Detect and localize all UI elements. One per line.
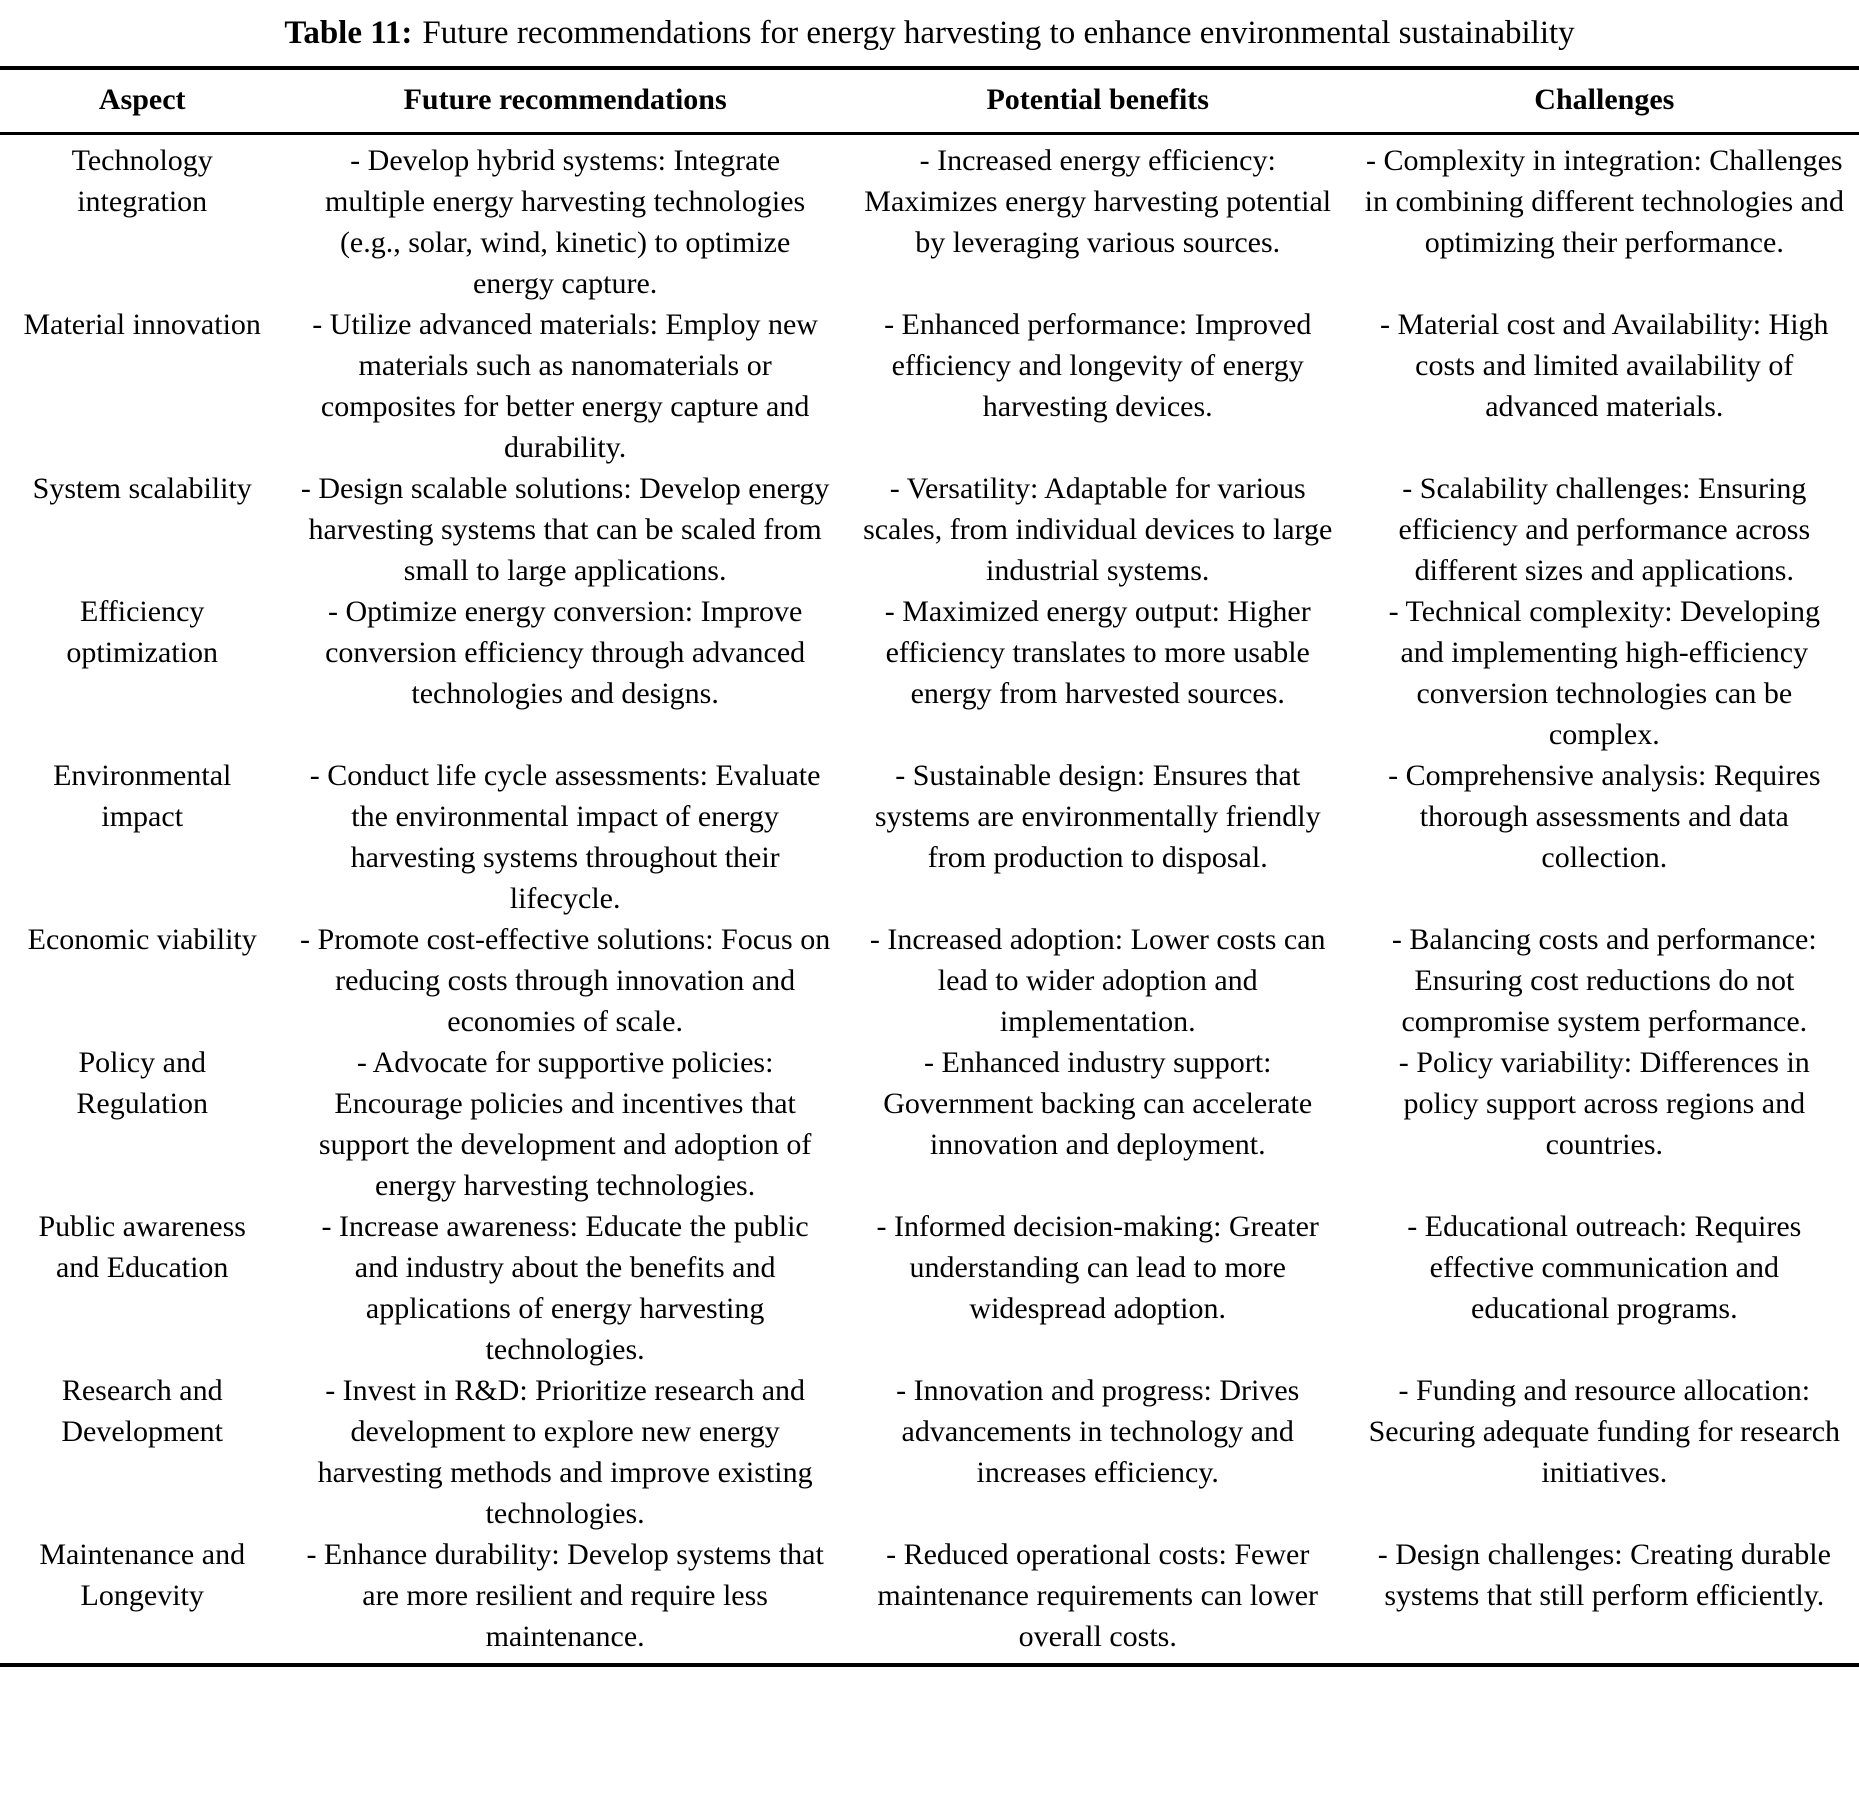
cell-benefits: - Versatility: Adaptable for various sca… — [863, 471, 1333, 587]
cell-aspect: System scalability — [32, 471, 252, 505]
table-row: Maintenance and Longevity - Enhance dura… — [0, 1534, 1859, 1665]
cell-aspect: Public awareness and Education — [38, 1209, 246, 1284]
cell-recommendations: - Invest in R&D: Prioritize research and… — [317, 1373, 813, 1530]
cell-benefits: - Informed decision-making: Greater unde… — [876, 1209, 1319, 1325]
cell-aspect: Technology integration — [71, 143, 213, 218]
recommendations-table: Aspect Future recommendations Potential … — [0, 65, 1859, 1667]
cell-benefits: - Reduced operational costs: Fewer maint… — [877, 1537, 1319, 1653]
cell-aspect: Maintenance and Longevity — [39, 1537, 246, 1612]
table-caption: Table 11: Future recommendations for ener… — [0, 0, 1859, 66]
table-row: Policy and Regulation - Advocate for sup… — [0, 1042, 1859, 1206]
cell-recommendations: - Advocate for supportive policies: Enco… — [318, 1045, 812, 1202]
cell-recommendations: - Increase awareness: Educate the public… — [321, 1209, 809, 1366]
cell-recommendations: - Promote cost-effective solutions: Focu… — [300, 922, 831, 1038]
cell-recommendations: - Design scalable solutions: Develop ene… — [300, 471, 830, 587]
cell-benefits: - Enhanced industry support: Government … — [883, 1045, 1313, 1161]
cell-recommendations: - Develop hybrid systems: Integrate mult… — [325, 143, 806, 300]
table-caption-text: Future recommendations for energy harves… — [422, 15, 1575, 51]
cell-aspect: Economic viability — [27, 922, 257, 956]
cell-challenges: - Design challenges: Creating durable sy… — [1377, 1537, 1831, 1612]
table-row: Economic viability - Promote cost-effect… — [0, 919, 1859, 1042]
cell-benefits: - Increased energy efficiency: Maximizes… — [864, 143, 1332, 259]
cell-challenges: - Scalability challenges: Ensuring effic… — [1398, 471, 1811, 587]
cell-recommendations: - Enhance durability: Develop systems th… — [306, 1537, 824, 1653]
table-row: System scalability - Design scalable sol… — [0, 468, 1859, 591]
cell-challenges: - Comprehensive analysis: Requires thoro… — [1388, 758, 1821, 874]
cell-recommendations: - Conduct life cycle assessments: Evalua… — [309, 758, 821, 915]
cell-benefits: - Maximized energy output: Higher effici… — [884, 594, 1311, 710]
table-row: Environmental impact - Conduct life cycl… — [0, 755, 1859, 919]
cell-challenges: - Material cost and Availability: High c… — [1380, 307, 1829, 423]
cell-benefits: - Innovation and progress: Drives advanc… — [896, 1373, 1300, 1489]
cell-challenges: - Funding and resource allocation: Secur… — [1368, 1373, 1841, 1489]
table-caption-label: Table 11: — [284, 15, 413, 51]
table-header: Aspect Future recommendations Potential … — [0, 67, 1859, 135]
column-header-future-recommendations: Future recommendations — [284, 67, 846, 135]
table-row: Technology integration - Develop hybrid … — [0, 133, 1859, 304]
cell-benefits: - Sustainable design: Ensures that syste… — [874, 758, 1321, 874]
table-header-row: Aspect Future recommendations Potential … — [0, 67, 1859, 135]
table-row: Efficiency optimization - Optimize energ… — [0, 591, 1859, 755]
cell-challenges: - Balancing costs and performance: Ensur… — [1391, 922, 1817, 1038]
cell-benefits: - Increased adoption: Lower costs can le… — [869, 922, 1326, 1038]
cell-recommendations: - Optimize energy conversion: Improve co… — [325, 594, 806, 710]
table-row: Research and Development - Invest in R&D… — [0, 1370, 1859, 1534]
cell-benefits: - Enhanced performance: Improved efficie… — [884, 307, 1312, 423]
column-header-challenges: Challenges — [1349, 67, 1859, 135]
table-body: Technology integration - Develop hybrid … — [0, 133, 1859, 1665]
column-header-aspect: Aspect — [0, 67, 285, 135]
table-row: Material innovation - Utilize advanced m… — [0, 304, 1859, 468]
cell-challenges: - Educational outreach: Requires effecti… — [1407, 1209, 1802, 1325]
cell-aspect: Material innovation — [23, 307, 261, 341]
cell-challenges: - Policy variability: Differences in pol… — [1398, 1045, 1810, 1161]
cell-aspect: Efficiency optimization — [66, 594, 219, 669]
cell-challenges: - Complexity in integration: Challenges … — [1364, 143, 1844, 259]
cell-aspect: Environmental impact — [53, 758, 232, 833]
cell-aspect: Policy and Regulation — [76, 1045, 209, 1120]
table-row: Public awareness and Education - Increas… — [0, 1206, 1859, 1370]
column-header-potential-benefits: Potential benefits — [845, 67, 1350, 135]
cell-aspect: Research and Development — [61, 1373, 224, 1448]
cell-recommendations: - Utilize advanced materials: Employ new… — [312, 307, 818, 464]
cell-challenges: - Technical complexity: Developing and i… — [1388, 594, 1820, 751]
